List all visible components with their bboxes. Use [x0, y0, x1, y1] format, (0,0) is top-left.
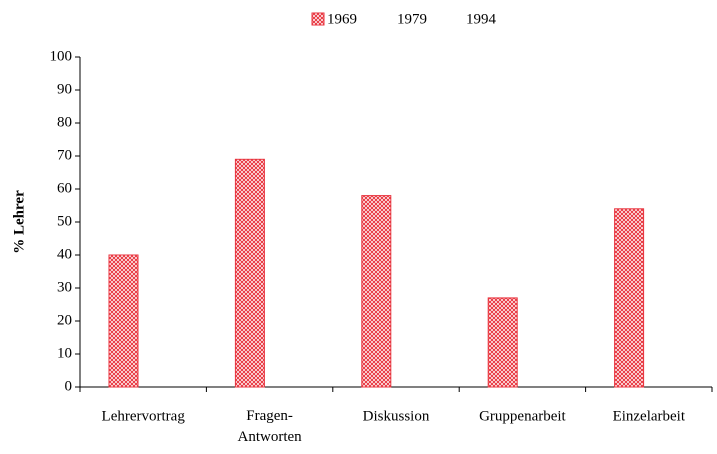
bar — [361, 195, 392, 388]
y-axis-title: % Lehrer — [11, 190, 27, 254]
legend-label: 1979 — [397, 11, 427, 27]
y-tick-label: 0 — [65, 378, 73, 394]
y-tick-label: 20 — [57, 312, 72, 328]
legend-label: 1969 — [327, 11, 357, 27]
x-tick-label: Diskussion — [363, 408, 430, 424]
y-tick-label: 60 — [57, 180, 72, 196]
bar — [487, 297, 518, 388]
y-tick-label: 50 — [57, 213, 72, 229]
x-tick-label: Einzelarbeit — [613, 408, 686, 424]
bar — [108, 254, 139, 388]
x-tick-label: Fragen-Antworten — [238, 408, 303, 445]
x-tick-label: Lehrervortrag — [102, 408, 186, 424]
x-tick-label: Gruppenarbeit — [479, 408, 566, 424]
y-tick-label: 40 — [57, 246, 72, 262]
y-tick-label: 70 — [57, 147, 72, 163]
legend-label: 1994 — [466, 11, 497, 27]
y-tick-label: 100 — [50, 48, 73, 64]
legend-swatch — [311, 12, 325, 26]
bar — [234, 158, 265, 388]
bar — [614, 208, 645, 388]
y-tick-label: 80 — [57, 114, 72, 130]
y-tick-label: 10 — [57, 345, 72, 361]
y-tick-label: 30 — [57, 279, 72, 295]
y-tick-label: 90 — [57, 81, 72, 97]
